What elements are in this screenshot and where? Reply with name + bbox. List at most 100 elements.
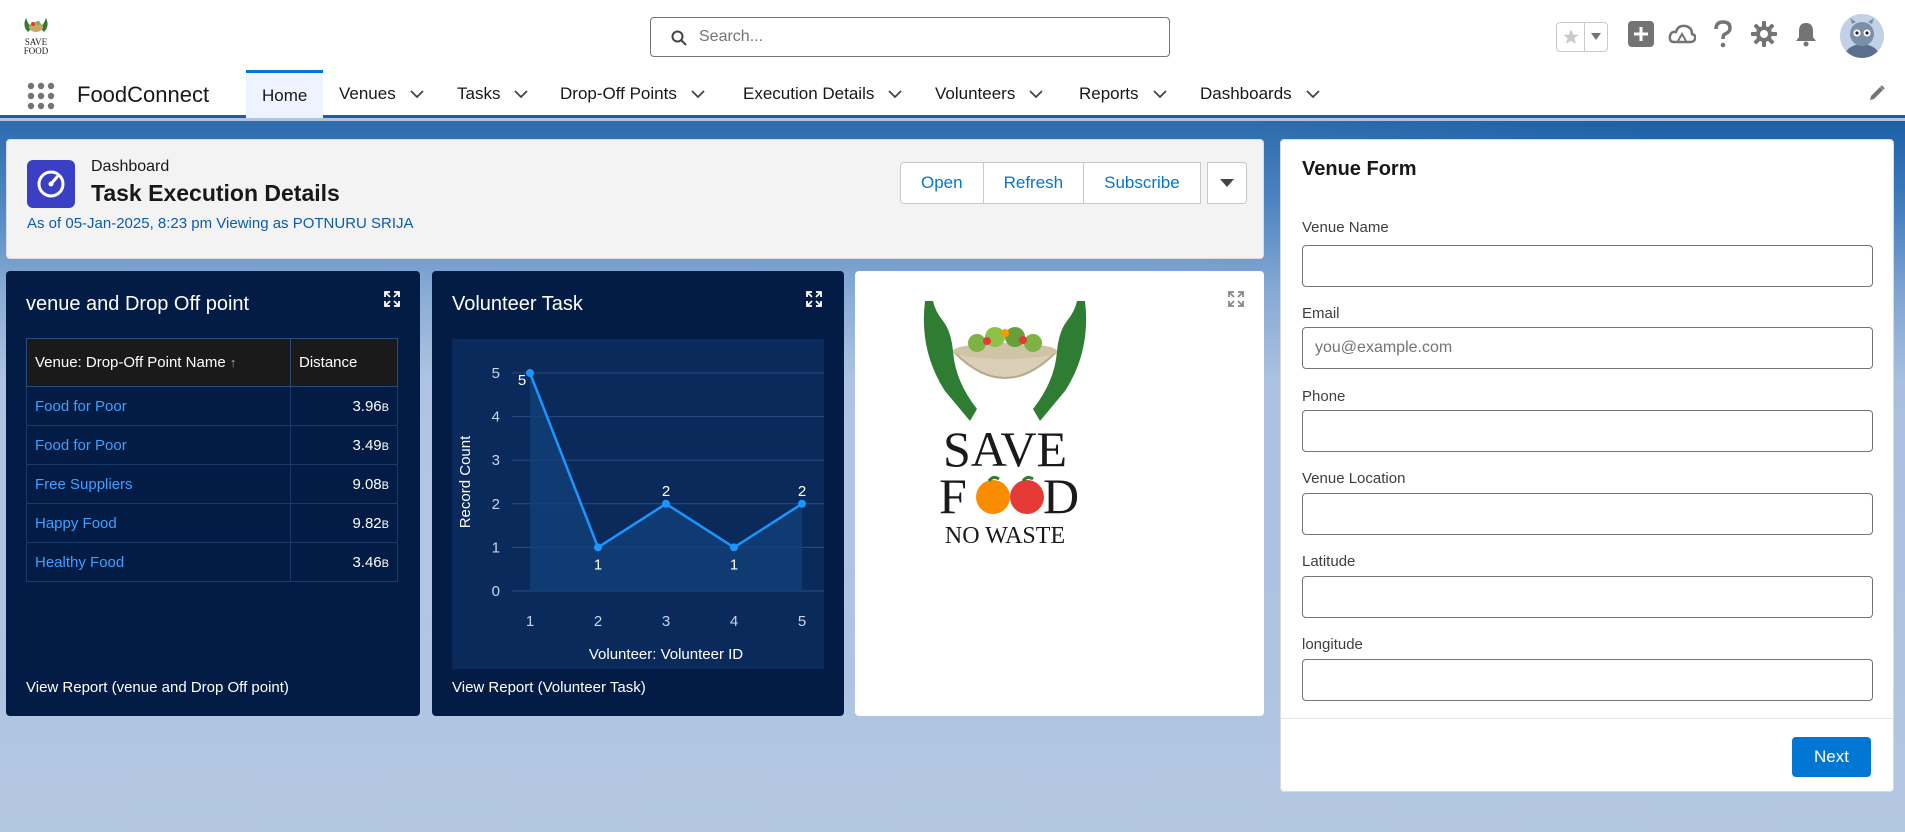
tab-tasks[interactable]: Tasks xyxy=(457,70,529,118)
distance-unit: B xyxy=(381,479,389,492)
page-title: Task Execution Details xyxy=(91,180,340,206)
favorites-group xyxy=(1556,22,1608,52)
avatar[interactable] xyxy=(1840,14,1884,58)
latitude-input[interactable] xyxy=(1302,576,1873,618)
subscribe-button[interactable]: Subscribe xyxy=(1083,162,1201,204)
y-tick-label: 1 xyxy=(492,539,500,556)
x-tick-label: 3 xyxy=(662,613,670,630)
mini-logo-text2: FOOD xyxy=(24,46,49,56)
view-report-link[interactable]: View Report (Volunteer Task) xyxy=(452,679,646,696)
tab-home[interactable]: Home xyxy=(246,70,324,118)
chevron-down-icon[interactable] xyxy=(691,84,705,104)
phone-label: Phone xyxy=(1302,388,1346,405)
distance-unit: B xyxy=(381,440,389,453)
venue-location-input[interactable] xyxy=(1302,493,1873,535)
distance-unit: B xyxy=(381,557,389,570)
longitude-label: longitude xyxy=(1302,636,1363,653)
card-title: Volunteer Task xyxy=(452,293,583,315)
chevron-down-icon[interactable] xyxy=(514,84,529,104)
next-button[interactable]: Next xyxy=(1792,737,1871,777)
favorites-dropdown-icon[interactable] xyxy=(1585,23,1607,51)
tab-drop-off-points[interactable]: Drop-Off Points xyxy=(560,70,705,118)
distance-cell: 3.46B xyxy=(290,542,398,582)
email-input[interactable] xyxy=(1302,327,1873,369)
data-label: 5 xyxy=(518,372,526,389)
cloud-icon[interactable] xyxy=(1667,18,1697,50)
venue-name-link[interactable]: Free Suppliers xyxy=(26,464,291,504)
global-header: SAVE FOOD xyxy=(0,0,1905,70)
phone-input[interactable] xyxy=(1302,410,1873,452)
data-label: 2 xyxy=(662,483,670,500)
search-icon xyxy=(671,30,687,51)
y-tick-label: 4 xyxy=(492,409,500,426)
tab-label: Reports xyxy=(1079,84,1139,103)
logo-line2-end: D xyxy=(1043,468,1079,524)
latitude-label: Latitude xyxy=(1302,553,1356,570)
app-launcher-icon[interactable] xyxy=(26,81,56,111)
open-button[interactable]: Open xyxy=(900,162,984,204)
tab-volunteers[interactable]: Volunteers xyxy=(935,70,1043,118)
longitude-input[interactable] xyxy=(1302,659,1873,701)
data-point xyxy=(526,369,534,377)
tab-label: Tasks xyxy=(457,84,501,103)
nav-bar: FoodConnect Home Venues Tasks Drop-Off P… xyxy=(0,70,1905,118)
view-report-link[interactable]: View Report (venue and Drop Off point) xyxy=(26,679,289,696)
app-logo-mini[interactable]: SAVE FOOD xyxy=(18,14,54,60)
table-header-row: Venue: Drop-Off Point Name ↑ Distance xyxy=(26,338,398,387)
pencil-icon[interactable] xyxy=(1868,84,1886,107)
dashboard-as-of: As of 05-Jan-2025, 8:23 pm Viewing as PO… xyxy=(27,215,414,232)
venue-name-label: Venue Name xyxy=(1302,219,1389,236)
distance-unit: B xyxy=(381,518,389,531)
dashboard-type-label: Dashboard xyxy=(91,158,170,175)
dashboard-icon xyxy=(27,160,75,208)
venue-name-link[interactable]: Healthy Food xyxy=(26,542,291,582)
y-tick-label: 2 xyxy=(492,496,500,513)
chevron-down-icon[interactable] xyxy=(1029,84,1043,104)
chart-panel: 0 1 2 3 4 5 5 1 1 2 2 3 1 4 2 5 Volunteer: Volunteer ID R… xyxy=(452,339,824,669)
venue-name-link[interactable]: Happy Food xyxy=(26,503,291,543)
tab-label: Execution Details xyxy=(743,84,875,103)
table-row: Food for Poor 3.49B xyxy=(26,425,398,465)
data-label: 1 xyxy=(730,556,738,573)
email-label: Email xyxy=(1302,305,1340,322)
x-tick-label: 4 xyxy=(730,613,738,630)
tab-dashboards[interactable]: Dashboards xyxy=(1200,70,1320,118)
expand-icon[interactable] xyxy=(384,291,400,312)
question-icon[interactable] xyxy=(1708,18,1738,50)
tab-label: Drop-Off Points xyxy=(560,84,677,103)
tab-label: Volunteers xyxy=(935,84,1016,103)
tab-reports[interactable]: Reports xyxy=(1079,70,1167,118)
data-label: 1 xyxy=(594,556,602,573)
chevron-down-icon[interactable] xyxy=(410,84,424,104)
tab-label: Home xyxy=(262,85,308,105)
y-axis-label: Record Count xyxy=(457,435,474,528)
tab-label: Venues xyxy=(339,84,396,103)
tab-venues[interactable]: Venues xyxy=(339,70,424,118)
bell-icon[interactable] xyxy=(1791,18,1821,50)
column-header-distance[interactable]: Distance xyxy=(290,338,398,387)
y-tick-label: 0 xyxy=(492,583,500,600)
search-input[interactable] xyxy=(699,18,1159,56)
tab-execution-details[interactable]: Execution Details xyxy=(743,70,902,118)
volunteer-task-card: Volunteer Task 0 1 2 3 4 5 5 1 1 2 2 3 1 4 2 5 Volunteer… xyxy=(432,271,844,716)
form-title: Venue Form xyxy=(1302,158,1417,180)
venue-name-link[interactable]: Food for Poor xyxy=(26,425,291,465)
venue-name-link[interactable]: Food for Poor xyxy=(26,386,291,426)
star-icon[interactable] xyxy=(1557,23,1585,51)
column-header-name[interactable]: Venue: Drop-Off Point Name ↑ xyxy=(26,338,291,387)
chevron-down-icon[interactable] xyxy=(1306,84,1320,104)
chevron-down-icon[interactable] xyxy=(888,84,902,104)
expand-icon[interactable] xyxy=(806,291,822,312)
more-actions-button[interactable] xyxy=(1206,162,1247,204)
volunteer-task-chart[interactable]: 0 1 2 3 4 5 5 1 1 2 2 3 1 4 2 5 Volunteer: Volunteer ID R… xyxy=(452,339,824,669)
global-search[interactable] xyxy=(650,17,1170,57)
expand-icon[interactable] xyxy=(1228,291,1244,312)
plus-icon[interactable] xyxy=(1626,18,1656,50)
chevron-down-icon[interactable] xyxy=(1152,84,1167,104)
sort-arrow-icon[interactable]: ↑ xyxy=(229,355,237,370)
refresh-button[interactable]: Refresh xyxy=(982,162,1085,204)
venue-name-input[interactable] xyxy=(1302,245,1873,287)
logo-line3: NO WASTE xyxy=(945,523,1065,549)
venue-form: Venue Form Venue Name Email Phone Venue … xyxy=(1280,139,1894,792)
gear-icon[interactable] xyxy=(1749,18,1779,50)
